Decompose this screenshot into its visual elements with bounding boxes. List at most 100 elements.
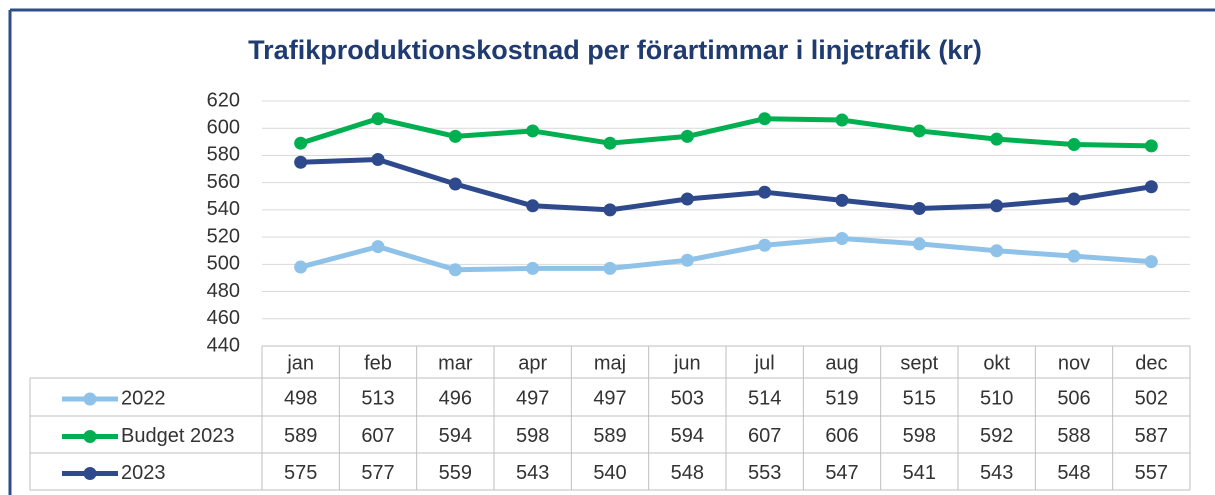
table-value: 498	[284, 387, 317, 409]
point	[448, 129, 462, 143]
table-value: 553	[748, 462, 781, 484]
point	[835, 193, 849, 207]
y-tick-label: 520	[207, 225, 240, 247]
table-value: 519	[825, 387, 858, 409]
table-value: 548	[1057, 462, 1090, 484]
table-value: 594	[439, 425, 472, 447]
x-tick-label: okt	[983, 352, 1010, 374]
table-value: 506	[1057, 387, 1090, 409]
table-value: 497	[516, 387, 549, 409]
y-tick-label: 620	[207, 89, 240, 111]
legend-label: 2022	[121, 387, 166, 409]
point	[294, 136, 308, 150]
point	[680, 129, 694, 143]
x-tick-label: dec	[1135, 352, 1167, 374]
table-value: 548	[671, 462, 704, 484]
point	[1067, 249, 1081, 263]
table-value: 607	[748, 425, 781, 447]
table-value: 557	[1135, 462, 1168, 484]
point	[603, 203, 617, 217]
y-tick-label: 500	[207, 253, 240, 275]
point	[990, 199, 1004, 213]
point	[680, 192, 694, 206]
legend-marker	[83, 467, 97, 480]
legend-marker	[83, 392, 97, 406]
point	[448, 177, 462, 191]
table-value: 543	[516, 462, 549, 484]
chart-title: Trafikproduktionskostnad per förartimmar…	[248, 35, 982, 65]
table-value: 575	[284, 462, 317, 484]
table-value: 541	[903, 462, 936, 484]
x-tick-label: mar	[438, 352, 473, 374]
point	[526, 199, 540, 213]
point	[758, 185, 772, 199]
table-value: 587	[1135, 425, 1168, 447]
point	[1144, 180, 1158, 194]
point	[1144, 255, 1158, 269]
point	[1144, 139, 1158, 153]
table-value: 594	[671, 425, 704, 447]
series-line	[300, 235, 1152, 273]
legend-label: Budget 2023	[121, 425, 234, 447]
x-tick-label: sept	[900, 352, 938, 374]
point	[371, 153, 385, 167]
point	[835, 113, 849, 127]
point	[526, 124, 540, 138]
table-value: 607	[361, 425, 394, 447]
point	[371, 240, 385, 254]
table-value: 589	[284, 425, 317, 447]
point	[448, 263, 462, 277]
point	[758, 112, 772, 126]
x-tick-label: jun	[673, 352, 701, 374]
table-value: 503	[671, 387, 704, 409]
x-tick-label: nov	[1058, 352, 1090, 374]
point	[912, 237, 926, 251]
y-tick-label: 480	[207, 280, 240, 302]
series-line	[299, 116, 1152, 149]
table-value: 543	[980, 462, 1013, 484]
table-value: 514	[748, 387, 781, 409]
point	[990, 244, 1004, 258]
point	[1067, 192, 1081, 206]
x-tick-label: jul	[754, 352, 775, 374]
table-value: 577	[361, 462, 394, 484]
x-tick-label: aug	[825, 352, 858, 374]
point	[603, 261, 617, 275]
y-tick-label: 540	[207, 198, 240, 220]
point	[912, 202, 926, 216]
point	[603, 136, 617, 150]
point	[294, 155, 308, 169]
point	[526, 261, 540, 275]
legend-label: 2023	[121, 462, 166, 484]
point	[758, 238, 772, 252]
table-value: 496	[439, 387, 472, 409]
table-value: 559	[439, 462, 472, 484]
x-tick-label: feb	[364, 352, 392, 374]
table-value: 598	[903, 425, 936, 447]
series-line	[300, 157, 1152, 213]
point	[835, 231, 849, 245]
table-value: 510	[980, 387, 1013, 409]
point	[371, 112, 385, 126]
table-value: 540	[593, 462, 626, 484]
legend-marker	[83, 430, 97, 443]
y-tick-label: 440	[207, 334, 240, 356]
point	[680, 253, 694, 267]
x-tick-label: jan	[286, 352, 314, 374]
point	[1067, 138, 1081, 152]
x-tick-label: apr	[518, 352, 547, 374]
y-tick-label: 560	[207, 171, 240, 193]
table-value: 547	[825, 462, 858, 484]
table-value: 513	[361, 387, 394, 409]
table-value: 515	[903, 387, 936, 409]
table-value: 502	[1135, 387, 1168, 409]
table-value: 606	[825, 425, 858, 447]
table-value: 592	[980, 425, 1013, 447]
table-value: 588	[1057, 425, 1090, 447]
y-tick-label: 600	[207, 117, 240, 139]
table-value: 589	[593, 425, 626, 447]
x-tick-label: maj	[594, 352, 626, 374]
point	[912, 124, 926, 138]
y-tick-label: 580	[207, 144, 240, 166]
